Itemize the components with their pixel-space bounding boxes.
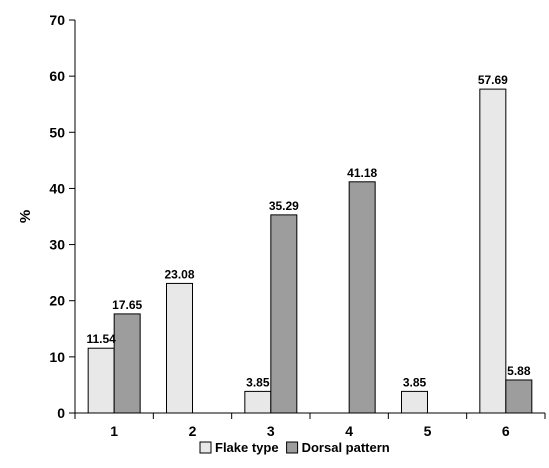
legend-label: Flake type <box>215 440 279 455</box>
y-tick-label: 50 <box>49 124 65 140</box>
data-label: 41.18 <box>347 166 377 180</box>
bar <box>270 214 298 414</box>
bars <box>87 88 533 414</box>
x-tick-label: 4 <box>345 423 353 439</box>
y-tick-label: 30 <box>49 237 65 253</box>
data-label: 23.08 <box>164 267 194 281</box>
data-label: 35.29 <box>269 199 299 213</box>
legend-label: Dorsal pattern <box>302 440 390 455</box>
x-tick-label: 3 <box>267 423 275 439</box>
x-tick-label: 1 <box>110 423 118 439</box>
y-tick-label: 40 <box>49 180 65 196</box>
y-tick-label: 20 <box>49 293 65 309</box>
data-label: 5.88 <box>507 364 531 378</box>
data-labels: 11.54 23.08 3.85 3.85 57.69 17.65 35.29 41.18 5.… <box>86 73 530 389</box>
data-label: 57.69 <box>478 73 508 87</box>
data-label: 17.65 <box>112 298 142 312</box>
bar <box>348 181 376 414</box>
y-axis-ticks: 0 10 20 30 40 50 60 70 <box>49 12 75 421</box>
data-label: 3.85 <box>403 375 427 389</box>
bar <box>401 390 428 414</box>
legend-swatch <box>286 441 299 454</box>
y-axis-label: % <box>17 210 34 223</box>
bar <box>166 282 193 414</box>
y-tick-label: 70 <box>49 12 65 28</box>
bar <box>244 390 272 414</box>
x-tick-label: 5 <box>424 423 432 439</box>
bar <box>87 347 115 414</box>
legend-swatch <box>199 441 212 454</box>
bar <box>479 88 507 414</box>
x-axis-ticks: 1 2 3 4 5 6 <box>74 413 546 439</box>
legend: Flake type Dorsal pattern <box>199 440 390 455</box>
x-tick-label: 2 <box>189 423 197 439</box>
x-tick-label: 6 <box>502 423 510 439</box>
bar <box>113 313 141 414</box>
y-tick-label: 60 <box>49 68 65 84</box>
y-tick-label: 0 <box>57 405 65 421</box>
data-label: 3.85 <box>246 375 270 389</box>
data-label: 11.54 <box>86 332 116 346</box>
bar <box>505 379 533 414</box>
y-tick-label: 10 <box>49 349 65 365</box>
